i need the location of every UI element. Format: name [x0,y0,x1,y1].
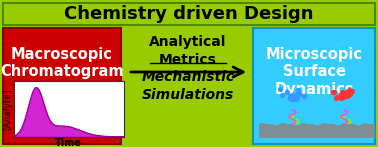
Point [287,97,293,100]
Bar [253,28,375,144]
Point [341,94,347,97]
Point [344,90,350,93]
Point [296,93,302,96]
Point [294,96,300,99]
Point [347,93,353,95]
Point [287,96,293,98]
Point [288,116,294,118]
Point [293,119,299,122]
Point [334,96,340,99]
X-axis label: Time: Time [55,138,82,147]
Point [344,91,350,93]
Point [295,89,301,91]
Point [287,97,293,99]
Point [289,98,295,100]
Point [293,97,299,100]
Text: Mechanistic
Simulations: Mechanistic Simulations [141,70,235,102]
Point [301,95,307,98]
Point [344,92,350,95]
Point [279,94,285,96]
Bar [3,28,121,144]
Point [289,93,295,96]
Point [340,96,346,98]
Point [301,94,307,97]
Point [339,116,345,118]
Text: Macroscopic
Chromatogram: Macroscopic Chromatogram [0,47,124,79]
Bar [3,3,375,25]
Point [331,91,337,93]
Point [346,89,352,91]
Point [333,97,339,99]
Text: Chemistry driven Design: Chemistry driven Design [64,5,314,23]
Point [290,98,296,100]
Text: Microscopic
Surface
Dynamics: Microscopic Surface Dynamics [265,47,363,97]
Point [345,94,351,96]
Point [330,91,336,93]
Point [292,96,298,98]
Y-axis label: [Analyte]: [Analyte] [4,88,12,130]
Point [339,91,345,93]
Point [277,88,283,90]
Point [349,90,355,92]
Point [344,95,350,97]
Point [345,119,351,122]
Point [338,97,344,100]
Point [287,95,293,97]
Point [294,92,300,95]
Point [284,91,290,93]
Point [342,95,348,97]
Point [338,92,344,95]
Text: Analytical
Metrics: Analytical Metrics [149,35,227,67]
